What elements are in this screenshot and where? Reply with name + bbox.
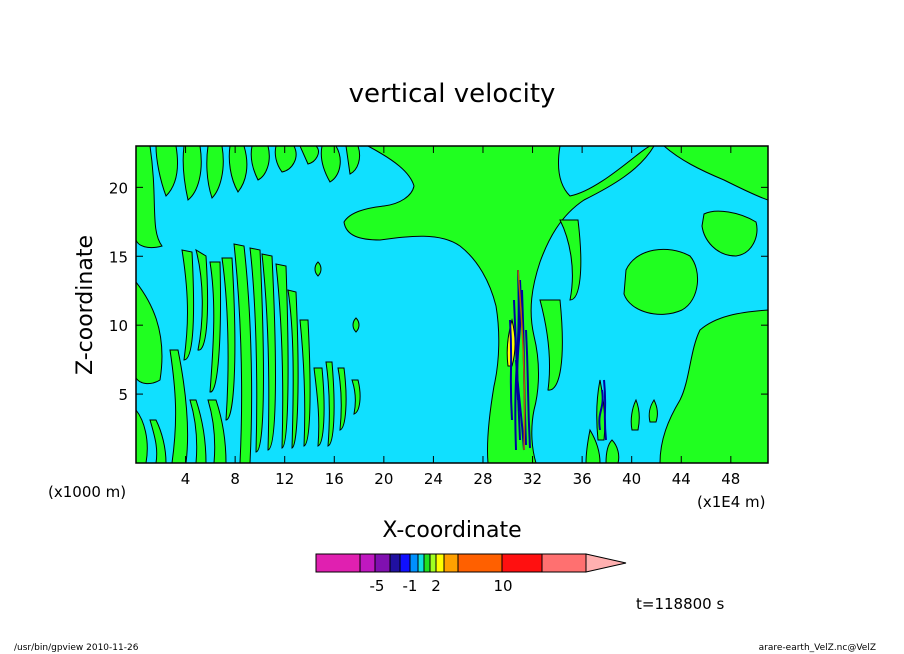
positive-contour-region [233,243,253,463]
positive-contour-region [250,146,270,181]
x-tick-label: 36 [573,470,592,488]
colorbar-segment [501,553,543,573]
downdraft-contour-line [598,389,604,431]
colorbar-tick-label: 10 [493,577,512,595]
plot-area [136,146,768,463]
positive-contour-region [274,146,297,173]
chart-title: vertical velocity [349,79,556,109]
y-axis-ticks: 5 10 15 20 [109,179,768,404]
plot-frame [135,145,769,464]
positive-contour-region [287,289,299,449]
x-axis-unit-right: (x1E4 m) [697,493,766,511]
positive-contour-region [559,219,582,301]
y-axis-label: Z-coordinate [73,235,98,375]
positive-contour-region [325,361,335,447]
colorbar-extend-arrow [585,553,627,573]
colorbar-tick-label: -5 [370,577,385,595]
positive-contour-region [155,146,179,197]
positive-contour-region [320,146,341,183]
colorbar-segment [541,553,587,573]
positive-contour-region [275,263,289,449]
positive-contour-region [539,299,563,391]
x-tick-label: 20 [374,470,393,488]
colorbar-segment [457,553,503,573]
positive-contour-region [181,249,195,361]
x-tick-label: 4 [181,470,191,488]
positive-contour-region [314,261,322,277]
x-tick-label: 28 [473,470,492,488]
colorbar-segment [443,553,459,573]
footer-left: /usr/bin/gpview 2010-11-26 [14,643,139,653]
positive-contour-region [195,248,209,351]
x-tick-label: 32 [523,470,542,488]
colorbar-labels: -5 -1 2 10 [370,577,513,595]
y-tick-label: 5 [118,386,128,404]
colorbar-segment [374,553,391,573]
downdraft-contour-line [515,359,525,451]
positive-contour-region [343,146,655,463]
footer-right: arare-earth_VelZ.nc@VelZ [759,643,876,653]
y-tick-label: 10 [109,317,128,335]
positive-contour-region [136,409,148,463]
x-tick-label: 48 [721,470,740,488]
positive-contour-region [169,349,189,463]
colorbar [315,553,627,573]
positive-contour-region [630,398,640,431]
updraft-contour-line [517,269,526,451]
x-axis-ticks: 4 8 12 16 20 24 28 32 36 40 44 48 [181,146,740,488]
positive-contour-region [207,399,227,463]
time-annotation: t=118800 s [636,595,724,613]
positive-contour-region [221,257,236,421]
positive-contour-region [182,146,202,201]
x-axis-unit-left: (x1000 m) [48,483,126,501]
positive-contour-region [663,146,768,201]
colorbar-segment [429,553,437,573]
positive-contour-region [659,309,768,463]
colorbar-segment [315,553,361,573]
colorbar-segment [417,553,425,573]
colorbar-segment [435,553,445,573]
positive-contour-region [351,379,361,415]
downdraft-contour-line [509,319,513,421]
colorbar-tick-label: 2 [431,577,441,595]
colorbar-segment [423,553,431,573]
colorbar-segment [359,553,376,573]
positive-contour-region [648,399,658,423]
positive-contour-region [136,146,163,249]
positive-contour-region [352,317,360,333]
x-tick-label: 12 [275,470,294,488]
contour-fields [136,146,768,463]
colorbar-segment [409,553,419,573]
positive-contour-region [136,281,163,385]
positive-contour-region [228,146,248,193]
positive-contour-region [149,419,167,463]
positive-contour-region [249,247,264,453]
colorbar-segment [399,553,411,573]
y-tick-label: 15 [109,248,128,266]
positive-contour-region [299,319,311,447]
positive-contour-region [206,146,224,199]
x-tick-label: 24 [424,470,443,488]
x-axis-label: X-coordinate [382,518,521,543]
positive-contour-region [313,367,325,447]
x-tick-label: 40 [622,470,641,488]
x-tick-label: 44 [672,470,691,488]
positive-contour-region [701,210,758,257]
downdraft-contour-line [603,379,607,441]
positive-contour-region [585,428,601,463]
downdraft-contour-line [525,329,531,449]
positive-contour-region [189,399,207,463]
positive-contour-region [337,367,347,431]
positive-contour-region [605,439,620,463]
y-tick-label: 20 [109,179,128,197]
positive-contour-region [261,253,276,451]
colorbar-segment [389,553,401,573]
positive-contour-region [209,261,222,393]
x-tick-label: 16 [325,470,344,488]
colorbar-tick-label: -1 [403,577,418,595]
x-tick-label: 8 [230,470,240,488]
positive-contour-region [623,248,699,315]
